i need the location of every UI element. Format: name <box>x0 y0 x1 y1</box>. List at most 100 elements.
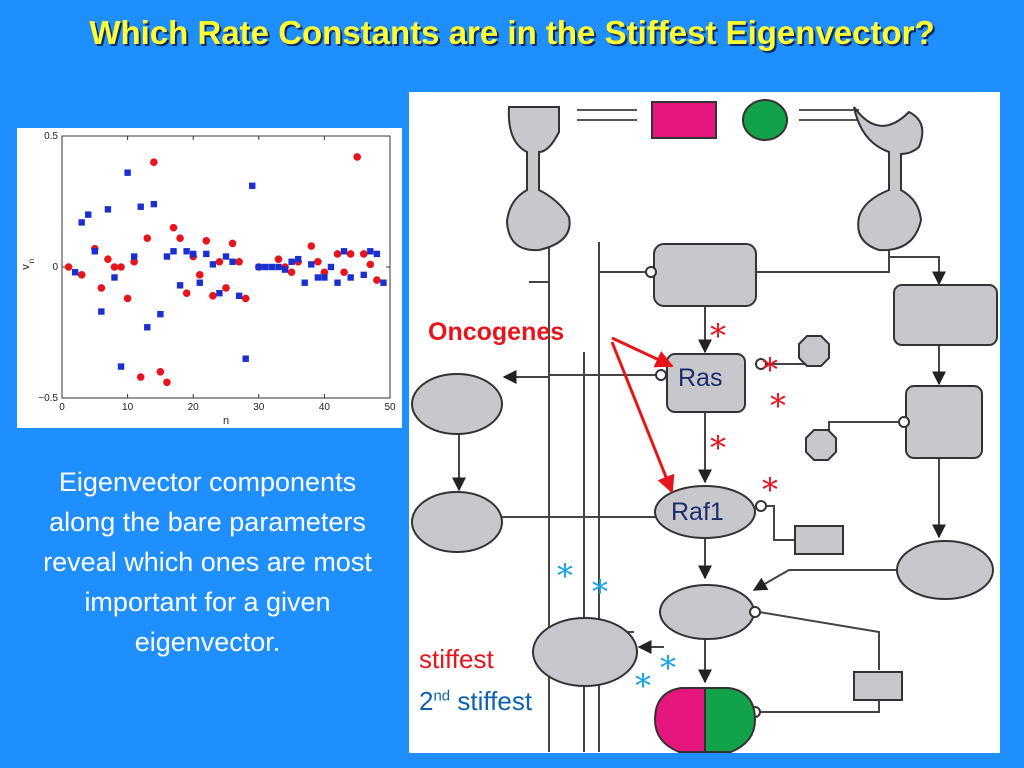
data-point-red <box>182 289 191 297</box>
data-point-blue <box>380 279 387 286</box>
node-octagon-2 <box>805 429 837 461</box>
data-point-blue <box>360 271 367 279</box>
edge-line <box>758 611 880 670</box>
asterisk-blue: * <box>592 573 608 611</box>
data-point-blue <box>262 263 269 271</box>
data-point-red <box>340 268 348 277</box>
x-axis-label: n <box>223 415 229 427</box>
connector-circle <box>749 606 761 618</box>
data-point-blue <box>229 258 236 265</box>
data-point-red <box>110 263 119 271</box>
node-right-ellipse <box>896 540 994 600</box>
data-point-red <box>359 250 368 258</box>
data-point-blue <box>301 279 308 286</box>
y-tick-label: −0.5 <box>38 393 58 404</box>
data-point-red <box>202 237 211 245</box>
asterisk-blue: * <box>660 649 676 687</box>
x-tick-label: 20 <box>188 402 200 413</box>
data-point-blue <box>144 324 151 331</box>
data-point-red <box>150 158 158 166</box>
data-point-blue <box>98 308 105 315</box>
data-point-red <box>320 268 329 277</box>
data-point-blue <box>176 282 184 289</box>
data-point-blue <box>170 248 177 255</box>
split-node-magenta <box>653 687 706 753</box>
data-point-red <box>176 234 184 242</box>
data-point-blue <box>150 200 158 208</box>
node-small-rect-2 <box>853 671 903 701</box>
data-point-red <box>241 294 250 303</box>
data-point-blue <box>235 292 243 300</box>
data-point-blue <box>327 263 335 271</box>
y-axis-label: v <box>20 264 32 270</box>
data-point-blue <box>91 248 98 255</box>
edge-line <box>828 421 902 437</box>
data-point-red <box>373 276 381 284</box>
magenta-square <box>651 101 717 139</box>
data-point-blue <box>222 253 230 260</box>
node-octagon-1 <box>798 335 830 367</box>
data-point-red <box>222 284 230 292</box>
data-point-red <box>228 239 237 248</box>
network-svg <box>411 99 998 753</box>
y-tick-label: 0 <box>52 262 58 273</box>
data-point-blue <box>373 250 381 258</box>
data-point-blue <box>124 169 131 176</box>
data-point-red <box>366 260 375 269</box>
raf1-label: Raf1 <box>671 498 724 526</box>
node-left-ellipse-2 <box>411 491 503 553</box>
caption-text: Eigenvector components along the bare pa… <box>43 467 372 657</box>
split-node-green <box>704 687 757 753</box>
edge-line <box>752 569 899 591</box>
node-left-ellipse-3 <box>532 617 638 687</box>
x-tick-label: 50 <box>384 402 396 413</box>
x-tick-label: 0 <box>59 402 65 413</box>
data-point-blue <box>367 248 374 255</box>
data-point-red <box>97 284 106 292</box>
data-point-red <box>346 250 355 258</box>
eigenvector-scatter-plot: 0 10 20 30 40 50 0.5 0 −0.5 n v n <box>17 128 402 428</box>
data-point-blue <box>85 211 92 218</box>
receptor-left <box>505 106 571 252</box>
data-point-red <box>136 373 145 381</box>
data-point-blue <box>111 274 118 281</box>
data-point-blue <box>314 274 322 281</box>
receptor-right <box>853 106 924 252</box>
data-point-red <box>163 378 171 387</box>
x-tick-label: 30 <box>253 402 265 413</box>
data-point-blue <box>157 310 164 318</box>
connector-circle <box>655 369 667 381</box>
data-point-red <box>209 292 217 300</box>
data-point-blue <box>78 219 85 226</box>
data-point-red <box>235 257 243 266</box>
asterisk-red: * <box>710 429 726 467</box>
y-axis-label-subscript: n <box>27 259 36 263</box>
node-right-box-1 <box>893 284 998 346</box>
connector-circle <box>755 500 767 512</box>
asterisk-red: * <box>762 351 778 389</box>
ras-label: Ras <box>678 364 723 392</box>
data-point-blue <box>203 250 210 258</box>
data-point-blue <box>104 206 112 213</box>
data-point-red <box>314 257 322 266</box>
data-point-blue <box>163 253 171 260</box>
data-point-blue <box>183 248 190 255</box>
asterisk-red: * <box>710 317 726 355</box>
data-point-red <box>117 263 125 271</box>
data-point-blue <box>281 266 289 273</box>
asterisk-red: * <box>762 471 778 509</box>
data-point-red <box>143 234 152 242</box>
asterisk-blue: * <box>557 557 573 595</box>
asterisk-blue: * <box>635 667 651 705</box>
node-small-rect-1 <box>794 525 844 555</box>
y-tick-label: 0.5 <box>44 131 58 142</box>
edge-line <box>754 242 890 273</box>
asterisk-red: * <box>770 387 786 425</box>
data-point-blue <box>308 261 315 268</box>
data-point-blue <box>190 250 197 258</box>
slide-title: Which Rate Constants are in the Stiffest… <box>89 14 935 51</box>
node-lower-ellipse <box>659 584 755 640</box>
data-point-red <box>274 255 283 263</box>
node-left-ellipse-1 <box>411 373 503 435</box>
